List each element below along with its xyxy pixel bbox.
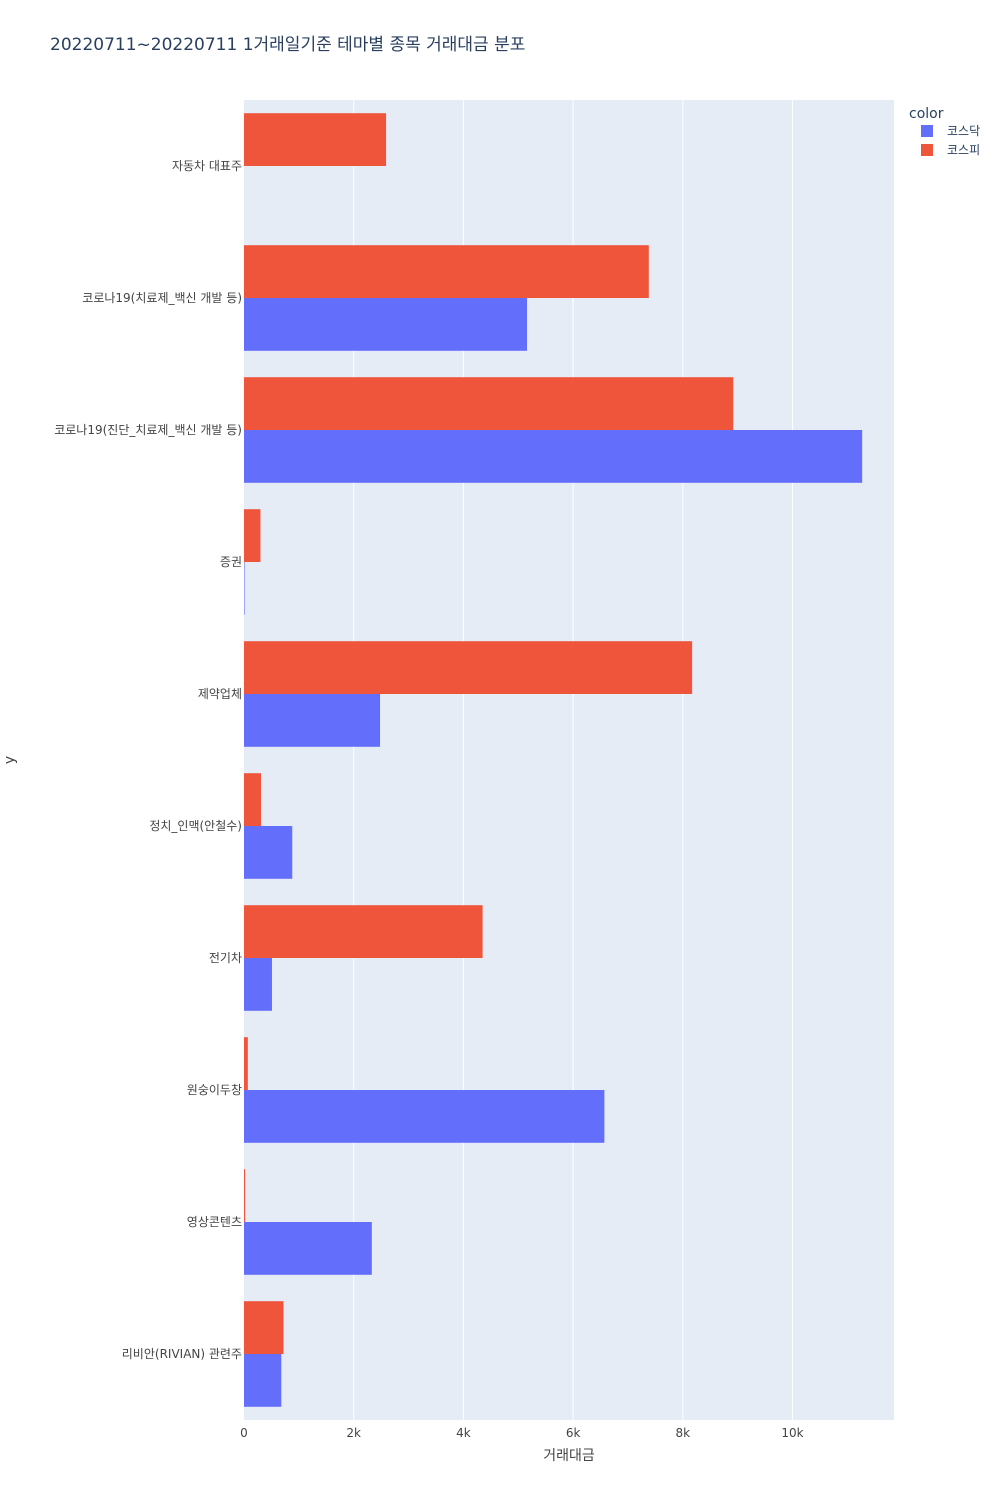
y-tick-label: 제약업체 xyxy=(198,686,242,701)
y-tick-label: 정치_인맥(안철수) xyxy=(149,819,242,833)
bar-kosdaq xyxy=(244,1354,282,1407)
bar-kospi xyxy=(244,641,693,694)
legend-label[interactable]: 코스피 xyxy=(947,143,980,157)
x-tick-label: 0 xyxy=(240,1426,248,1440)
y-tick-label: 자동차 대표주 xyxy=(172,159,242,173)
bar-kospi xyxy=(244,1169,246,1222)
x-tick-label: 8k xyxy=(676,1426,691,1440)
x-tick-label: 10k xyxy=(781,1426,803,1440)
x-tick-label: 6k xyxy=(566,1426,581,1440)
legend-swatch[interactable] xyxy=(921,125,933,137)
legend-swatch[interactable] xyxy=(921,144,933,156)
legend-title: color xyxy=(909,106,944,122)
bar-kospi xyxy=(244,1037,248,1090)
y-tick-label: 증권 xyxy=(220,555,242,569)
x-tick-label: 2k xyxy=(346,1426,361,1440)
y-tick-label: 전기차 xyxy=(209,951,242,965)
chart-title: 20220711~20220711 1거래일기준 테마별 종목 거래대금 분포 xyxy=(50,35,525,55)
y-tick-label: 코로나19(진단_치료제_백신 개발 등) xyxy=(54,423,242,437)
y-tick-label: 코로나19(치료제_백신 개발 등) xyxy=(82,291,242,305)
y-tick-label: 리비안(RIVIAN) 관련주 xyxy=(122,1347,242,1361)
legend-label[interactable]: 코스닥 xyxy=(947,124,980,138)
bars xyxy=(244,113,863,1407)
bar-kosdaq xyxy=(244,958,272,1011)
bar-kosdaq xyxy=(244,1090,605,1143)
bar-kosdaq xyxy=(244,430,863,483)
bar-kospi xyxy=(244,509,261,562)
bar-kospi xyxy=(244,377,734,430)
x-tick-label: 4k xyxy=(456,1426,471,1440)
bar-kosdaq xyxy=(244,298,528,351)
y-axis-title: y xyxy=(2,756,18,764)
bar-kospi xyxy=(244,905,483,958)
y-tick-label: 영상콘텐츠 xyxy=(187,1215,242,1229)
bar-kosdaq xyxy=(244,694,381,747)
x-axis-title: 거래대금 xyxy=(543,1448,595,1464)
bar-kospi xyxy=(244,773,262,826)
bar-kosdaq xyxy=(244,1222,372,1275)
y-tick-label: 원숭이두창 xyxy=(187,1083,242,1097)
bar-kospi xyxy=(244,245,649,298)
bar-kosdaq xyxy=(244,826,293,879)
bar-kosdaq xyxy=(244,562,245,615)
x-tick-labels: 0 2k 4k 6k 8k 10k xyxy=(240,1426,804,1440)
bar-kospi xyxy=(244,1301,284,1354)
bar-kospi xyxy=(244,113,387,166)
